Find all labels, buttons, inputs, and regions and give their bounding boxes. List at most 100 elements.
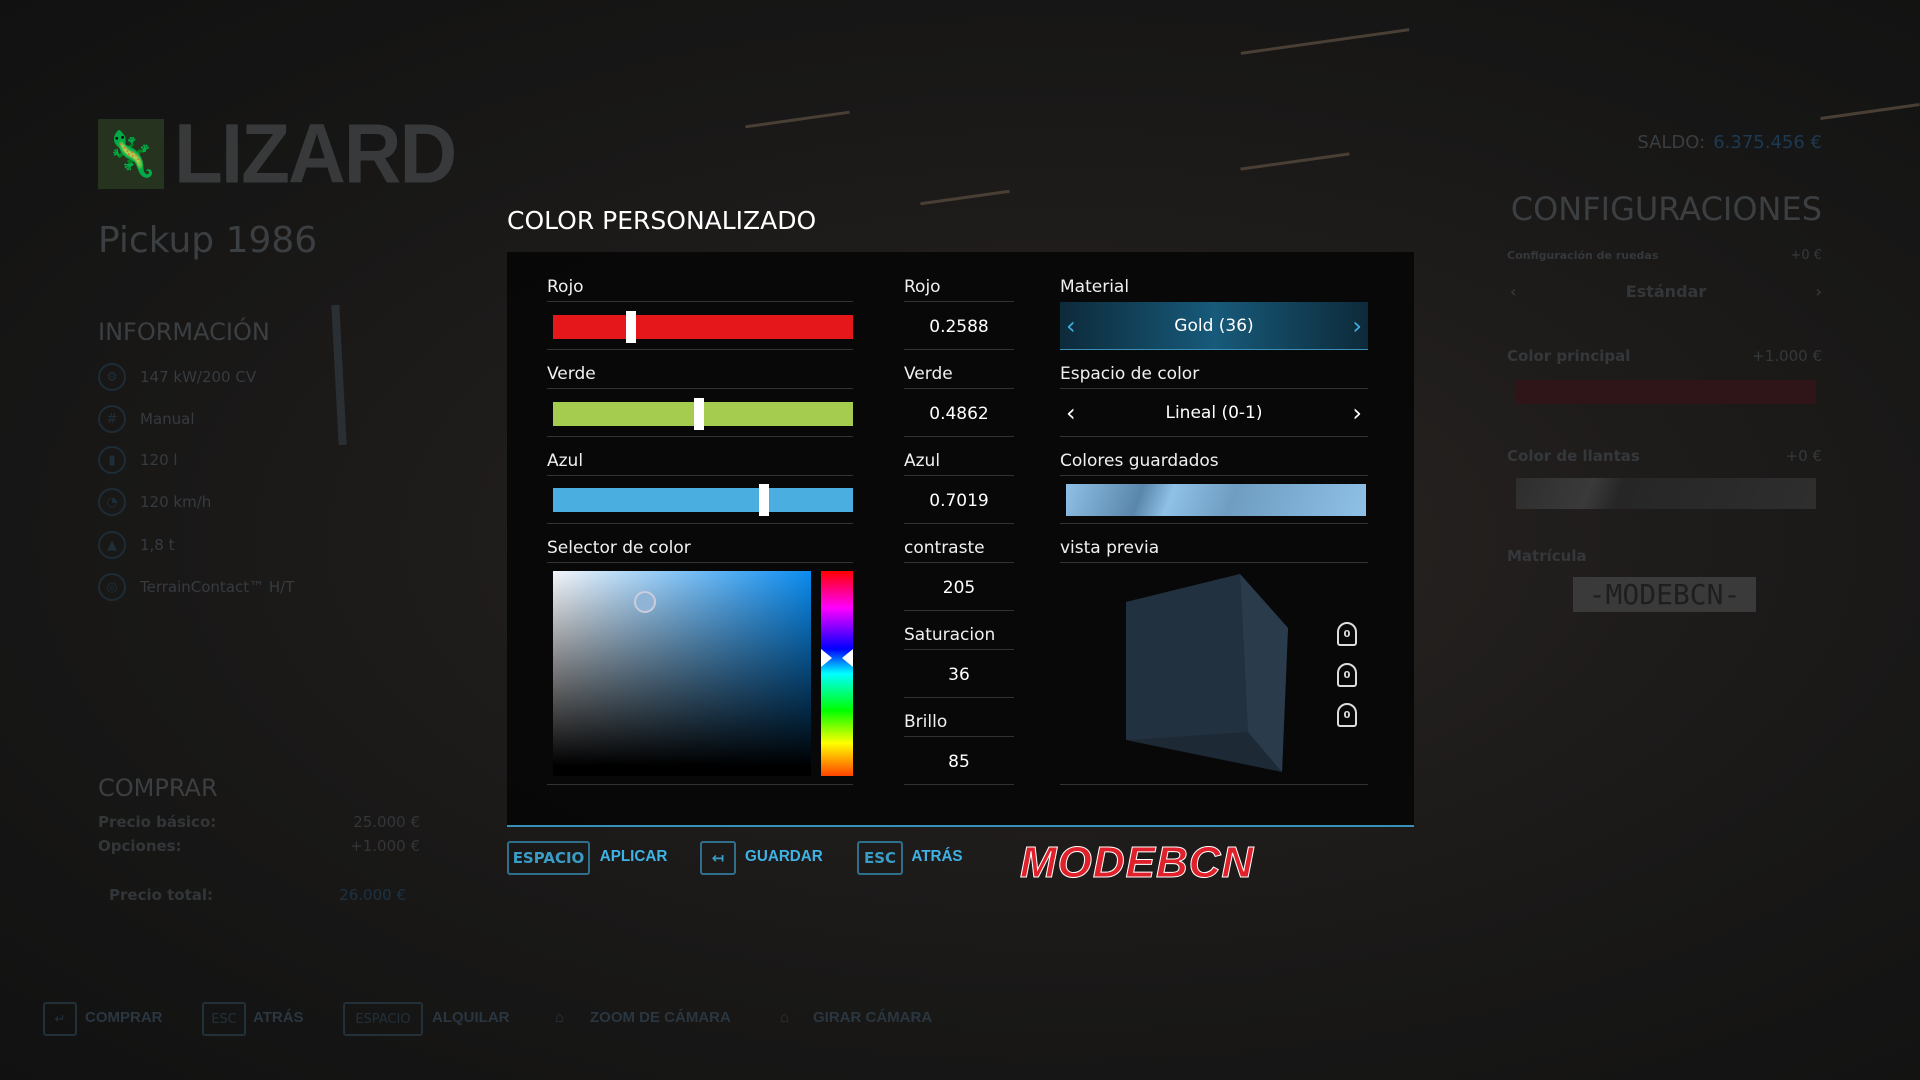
divider — [1060, 523, 1368, 524]
chevron-right-icon[interactable]: › — [1815, 282, 1822, 301]
hint-buy[interactable]: COMPRAR — [85, 1009, 163, 1026]
color-space-selector[interactable]: ‹ Lineal (0-1) › — [1060, 389, 1368, 437]
hint-rent[interactable]: ALQUILAR — [432, 1009, 510, 1026]
gearbox-icon: # — [98, 405, 126, 433]
contrast-input[interactable]: 205 — [942, 578, 976, 598]
chevron-right-icon[interactable]: › — [1352, 311, 1362, 340]
info-title: INFORMACIÓN — [98, 318, 270, 346]
main-color-label: Color principal — [1507, 347, 1631, 365]
info-text: TerrainContact™ H/T — [140, 578, 295, 596]
divider — [1060, 475, 1368, 476]
preview-label: vista previa — [1060, 538, 1160, 558]
save-button[interactable]: GUARDAR — [745, 848, 823, 865]
light-streak — [1240, 152, 1350, 171]
tire-icon: ◎ — [98, 573, 126, 601]
lizard-icon: 🦎 — [98, 119, 164, 189]
options-label: Opciones: — [98, 837, 182, 855]
red-value-input[interactable]: 0.2588 — [929, 317, 989, 337]
green-slider-label: Verde — [547, 364, 596, 384]
wheel-config-value: Estándar — [1625, 282, 1707, 301]
mouse-move-icon: 0 — [1337, 663, 1357, 687]
total-label: Precio total: — [109, 886, 214, 904]
info-text: 147 kW/200 CV — [140, 368, 257, 386]
divider — [547, 475, 853, 476]
saved-colors-label: Colores guardados — [1060, 451, 1219, 471]
hint-key: ESPACIO — [343, 1002, 423, 1036]
plate-label: Matrícula — [1507, 547, 1587, 565]
mouse-icon: ⌂ — [780, 1009, 790, 1026]
divider — [904, 388, 1014, 389]
base-price: 25.000 € — [353, 813, 420, 831]
hint-key: ESC — [202, 1002, 246, 1036]
divider — [904, 784, 1014, 785]
blue-slider[interactable] — [553, 484, 853, 516]
vehicle-name: Pickup 1986 — [98, 220, 318, 261]
slider-handle[interactable] — [693, 398, 704, 430]
hue-handle-right[interactable] — [842, 649, 853, 667]
green-value-input[interactable]: 0.4862 — [929, 404, 989, 424]
slider-handle[interactable] — [625, 311, 636, 343]
saturation-brightness-area[interactable] — [553, 571, 811, 776]
light-streak — [920, 189, 1010, 206]
saturation-input[interactable]: 36 — [948, 665, 970, 685]
info-item: ▲ 1,8 t — [98, 531, 175, 559]
wheel-config-selector[interactable]: ‹ Estándar › — [1510, 282, 1822, 301]
green-slider[interactable] — [553, 398, 853, 430]
hue-handle-left[interactable] — [821, 649, 832, 667]
divider — [904, 301, 1014, 302]
chevron-left-icon[interactable]: ‹ — [1066, 399, 1076, 427]
divider — [904, 649, 1014, 650]
blue-value-input[interactable]: 0.7019 — [929, 491, 989, 511]
picker-handle[interactable] — [634, 591, 656, 613]
divider — [904, 475, 1014, 476]
back-button[interactable]: ATRÁS — [911, 848, 963, 865]
chevron-left-icon[interactable]: ‹ — [1510, 282, 1517, 301]
contrast-label: contraste — [904, 538, 985, 558]
info-item: ◎ TerrainContact™ H/T — [98, 573, 294, 601]
license-plate[interactable]: -MODEBCN- — [1573, 577, 1756, 612]
divider — [547, 436, 853, 437]
main-color-swatch[interactable] — [1516, 380, 1816, 404]
blue-value-label: Azul — [904, 451, 941, 471]
apply-button[interactable]: APLICAR — [599, 848, 668, 865]
speedometer-icon: ◔ — [98, 488, 126, 516]
light-streak — [1820, 103, 1920, 120]
options-price: +1.000 € — [350, 837, 420, 855]
divider — [904, 436, 1014, 437]
base-price-label: Precio básico: — [98, 813, 217, 831]
main-color-price: +1.000 € — [1752, 347, 1822, 365]
info-text: Manual — [140, 410, 195, 428]
material-selector[interactable]: ‹ Gold (36) › — [1060, 302, 1368, 350]
blue-slider-label: Azul — [547, 451, 584, 471]
red-slider-label: Rojo — [547, 277, 584, 297]
divider — [547, 784, 853, 785]
material-value: Gold (36) — [1174, 315, 1254, 336]
dialog-title: COLOR PERSONALIZADO — [507, 206, 817, 235]
hint-key: ↵ — [43, 1002, 77, 1036]
info-text: 120 l — [140, 451, 178, 469]
info-item: ⚙ 147 kW/200 CV — [98, 363, 256, 391]
wheel-config-price: +0 € — [1790, 248, 1822, 263]
key-esc: ESC — [857, 841, 903, 875]
hue-slider[interactable] — [821, 571, 853, 776]
brightness-input[interactable]: 85 — [948, 752, 970, 772]
divider — [1060, 436, 1368, 437]
divider — [904, 736, 1014, 737]
slider-handle[interactable] — [758, 484, 769, 516]
chevron-right-icon[interactable]: › — [1352, 399, 1362, 427]
key-space: ESPACIO — [507, 841, 590, 875]
buy-title: COMPRAR — [98, 774, 218, 802]
total-price: 26.000 € — [339, 886, 406, 904]
red-value-label: Rojo — [904, 277, 941, 297]
color-space-label: Espacio de color — [1060, 364, 1200, 384]
divider — [547, 523, 853, 524]
rim-color-swatch[interactable] — [1516, 478, 1816, 509]
hint-back[interactable]: ATRÁS — [253, 1009, 304, 1026]
preview-cube[interactable] — [1122, 570, 1292, 778]
chevron-left-icon[interactable]: ‹ — [1066, 311, 1076, 340]
red-slider[interactable] — [553, 311, 853, 343]
light-streak — [745, 110, 850, 129]
saved-color-swatch[interactable] — [1066, 484, 1366, 516]
hint-camera-zoom: ZOOM DE CÁMARA — [590, 1009, 731, 1026]
modebcn-watermark: MODEBCN — [1019, 838, 1255, 888]
